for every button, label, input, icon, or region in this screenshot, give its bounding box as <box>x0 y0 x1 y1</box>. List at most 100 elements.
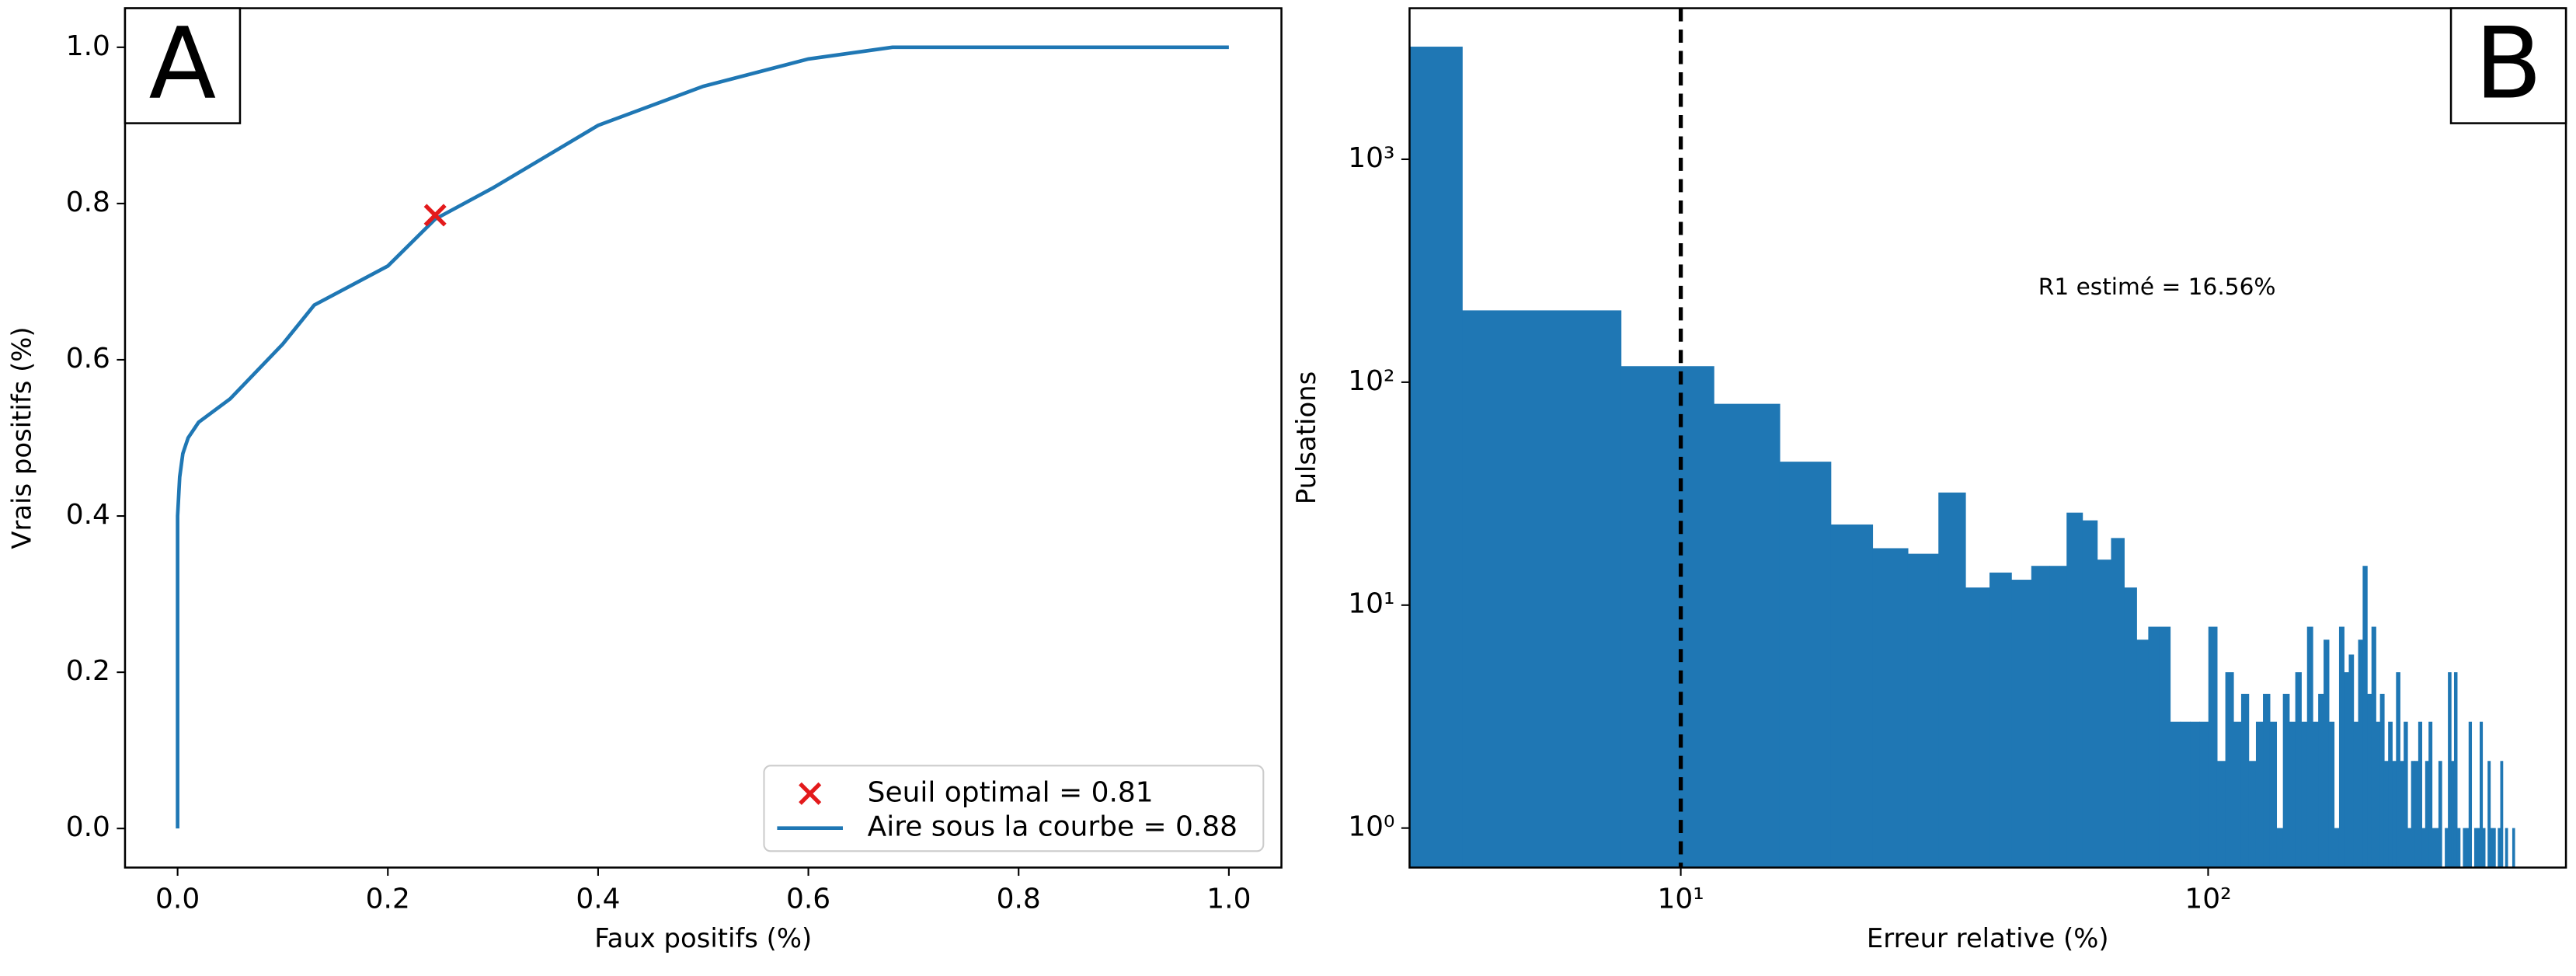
legend-box <box>763 765 1265 852</box>
bar <box>2388 721 2393 868</box>
bar <box>2328 721 2335 868</box>
bar <box>2295 672 2302 868</box>
bar <box>2498 828 2501 868</box>
bar <box>2049 566 2067 868</box>
bar <box>2318 693 2324 868</box>
y-tick-label: 10³ <box>1348 142 1394 174</box>
bar <box>2344 672 2350 868</box>
roc-curve <box>176 45 1229 829</box>
bar <box>2414 761 2419 868</box>
bar <box>1620 366 1714 868</box>
bar <box>2451 761 2455 868</box>
bar <box>2448 672 2452 868</box>
bar <box>1872 548 1909 868</box>
bar <box>2500 761 2504 868</box>
bar <box>2225 672 2234 868</box>
bar <box>2371 626 2376 868</box>
bar <box>2392 761 2397 868</box>
y-tick-label: 10⁰ <box>1348 811 1394 843</box>
bar <box>2180 721 2191 868</box>
bar <box>2432 828 2436 868</box>
bar <box>2438 761 2442 868</box>
x-tick-label: 1.0 <box>1206 884 1251 915</box>
bar <box>2148 626 2160 868</box>
bar <box>2011 580 2032 868</box>
bar <box>2276 828 2284 868</box>
bar <box>2376 721 2381 868</box>
bar <box>2289 721 2296 868</box>
panel-label: A <box>149 6 217 121</box>
x-tick-label: 0.2 <box>366 884 410 915</box>
bar <box>2445 828 2449 868</box>
marker <box>423 204 447 227</box>
x-axis-label: Faux positifs (%) <box>594 923 812 953</box>
bar <box>2473 828 2478 868</box>
bar <box>2301 721 2308 868</box>
bar <box>2282 693 2290 868</box>
y-tick-label: 10² <box>1348 365 1394 397</box>
y-tick-label: 0.6 <box>66 343 110 375</box>
legend-label: Aire sous la courbe = 0.88 <box>868 811 1238 843</box>
bar <box>2407 828 2412 868</box>
y-tick-label: 0.8 <box>66 186 110 218</box>
bar <box>2338 626 2345 868</box>
panel-box <box>124 7 242 124</box>
bar <box>2379 693 2385 868</box>
bar <box>2216 761 2226 868</box>
bar <box>1714 403 1781 868</box>
bar <box>2199 721 2209 868</box>
bar <box>2418 721 2423 868</box>
bar <box>1779 462 1832 868</box>
x-tick-label: 0.6 <box>786 884 830 915</box>
bar <box>2066 512 2083 868</box>
bar <box>2468 721 2473 868</box>
y-axis-label: Vrais positifs (%) <box>6 326 37 549</box>
bar <box>2421 828 2426 868</box>
plot-area <box>176 45 1229 829</box>
plot-frame <box>124 7 1283 869</box>
bar <box>2124 587 2137 868</box>
bar <box>2367 693 2372 868</box>
bar <box>2428 721 2433 868</box>
bar <box>2190 721 2200 868</box>
x-axis-label: Erreur relative (%) <box>1867 923 2109 953</box>
y-tick-label: 1.0 <box>66 30 110 62</box>
x-tick-label: 10¹ <box>1658 884 1704 915</box>
bar <box>2313 721 2319 868</box>
bar <box>2456 828 2461 868</box>
bar <box>1989 572 2012 868</box>
bar <box>2334 828 2340 868</box>
bar <box>2479 721 2484 868</box>
y-tick-label: 0.4 <box>66 499 110 531</box>
bar <box>2097 559 2112 868</box>
bar <box>2082 520 2098 868</box>
bar <box>2466 828 2470 868</box>
bar <box>2490 828 2494 868</box>
bar <box>1938 492 1966 868</box>
bar <box>2263 693 2271 868</box>
y-axis-label: Pulsations <box>1291 371 1321 504</box>
bar <box>1907 553 1939 868</box>
bar <box>2453 672 2458 868</box>
bar <box>2400 761 2404 868</box>
bar <box>2404 721 2408 868</box>
bar <box>2248 761 2257 868</box>
bar <box>2463 828 2466 868</box>
bar <box>1830 524 1874 868</box>
bar <box>2269 721 2278 868</box>
bar <box>2306 626 2313 868</box>
bar <box>2435 828 2439 868</box>
legend-marker <box>799 782 822 805</box>
bar <box>2170 721 2181 868</box>
plot-area <box>1409 8 2515 868</box>
x-tick-label: 10² <box>2184 884 2231 915</box>
bar <box>2383 761 2389 868</box>
bar <box>2487 761 2491 868</box>
bar <box>2348 654 2355 868</box>
bar <box>2111 538 2125 868</box>
bar <box>2505 828 2508 868</box>
bar <box>2031 566 2051 868</box>
bar <box>2411 761 2415 868</box>
x-tick-label: 0.0 <box>155 884 200 915</box>
